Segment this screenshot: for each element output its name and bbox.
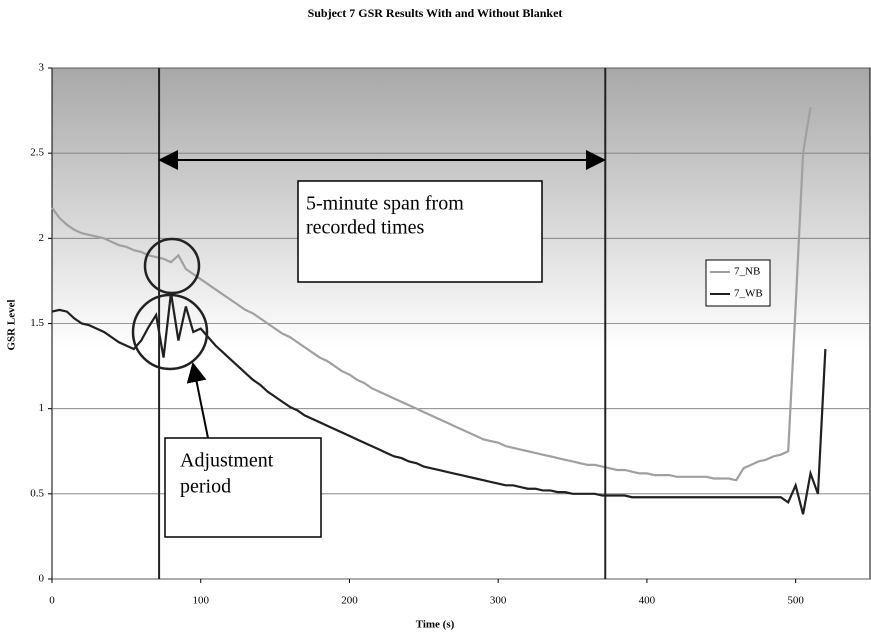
legend-label: 7_WB: [734, 288, 763, 300]
annotation: Adjustment: [180, 450, 274, 472]
y-tick-label: 2.5: [30, 147, 44, 159]
x-tick-label: 400: [639, 595, 656, 607]
legend: 7_NB 7_WB: [705, 259, 771, 307]
annotation-box: [164, 437, 322, 538]
x-tick-label: 200: [341, 595, 358, 607]
x-axis-label: Time (s): [416, 619, 455, 631]
x-tick-label: 500: [787, 595, 804, 607]
chart-title: Subject 7 GSR Results With and Without B…: [308, 6, 563, 20]
legend-box: [705, 259, 771, 307]
annotation: recorded times: [306, 217, 424, 239]
y-tick-label: 3: [39, 62, 45, 74]
x-tick-label: 0: [49, 595, 55, 607]
y-axis-label: GSR Level: [6, 299, 18, 350]
legend-label: 7_NB: [734, 266, 760, 278]
y-tick-label: 2: [39, 232, 45, 244]
y-tick-label: 1: [39, 402, 45, 414]
annotations: 5-minute span from recorded times Adjust…: [131, 150, 606, 538]
pointer-arrow: [186, 362, 209, 439]
circle: [143, 237, 201, 295]
x-tick-label: 300: [490, 595, 507, 607]
circle: [131, 293, 209, 371]
series-line: [51, 292, 827, 515]
y-tick-label: 0: [39, 573, 45, 585]
annotation-box: [297, 180, 543, 283]
y-tick-label: 0.5: [30, 487, 44, 499]
y-tick-label: 1.5: [30, 317, 44, 329]
series-line: [51, 107, 812, 482]
annotation: 5-minute span from: [306, 193, 464, 215]
x-tick-label: 100: [192, 595, 209, 607]
annotation: period: [180, 476, 231, 498]
